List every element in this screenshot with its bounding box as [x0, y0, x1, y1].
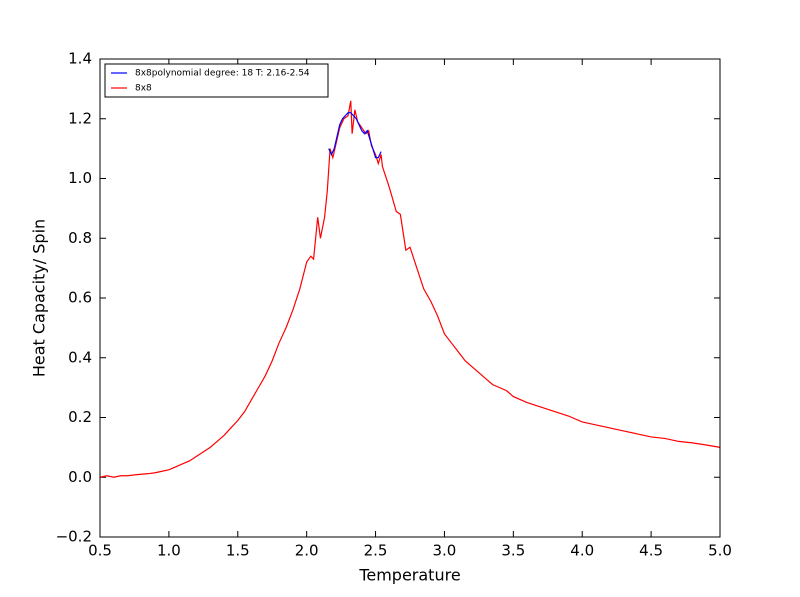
y-tick-label: 0.8 — [68, 229, 92, 247]
legend-box — [104, 63, 329, 98]
x-axis-label: Temperature — [358, 566, 460, 585]
y-tick-label: 0.6 — [68, 289, 92, 307]
y-tick-label: 0.0 — [68, 468, 92, 486]
series-line — [99, 100, 721, 478]
y-tick-label: 1.2 — [68, 109, 92, 127]
legend-label: 8x8polynomial degree: 18 T: 2.16-2.54 — [135, 69, 310, 79]
y-tick-label: −0.2 — [56, 528, 92, 546]
x-tick-label: 4.0 — [570, 542, 594, 560]
x-tick-label: 1.0 — [157, 542, 181, 560]
series-line — [328, 112, 382, 159]
x-tick-label: 5.0 — [708, 542, 732, 560]
y-tick-label: 1.4 — [68, 50, 92, 68]
x-tick-label: 3.5 — [501, 542, 525, 560]
x-tick-label: 1.5 — [226, 542, 250, 560]
plot-frame — [99, 58, 721, 538]
x-tick-label: 3.0 — [433, 542, 457, 560]
y-tick-label: 0.2 — [68, 408, 92, 426]
y-axis-label: Heat Capacity/ Spin — [30, 219, 49, 377]
y-tick-label: 1.0 — [68, 169, 92, 187]
x-tick-label: 2.5 — [364, 542, 388, 560]
x-tick-label: 4.5 — [639, 542, 663, 560]
y-tick-label: 0.4 — [68, 348, 92, 366]
legend-label: 8x8 — [135, 84, 152, 94]
x-tick-label: 2.0 — [295, 542, 319, 560]
x-tick-label: 0.5 — [88, 542, 112, 560]
